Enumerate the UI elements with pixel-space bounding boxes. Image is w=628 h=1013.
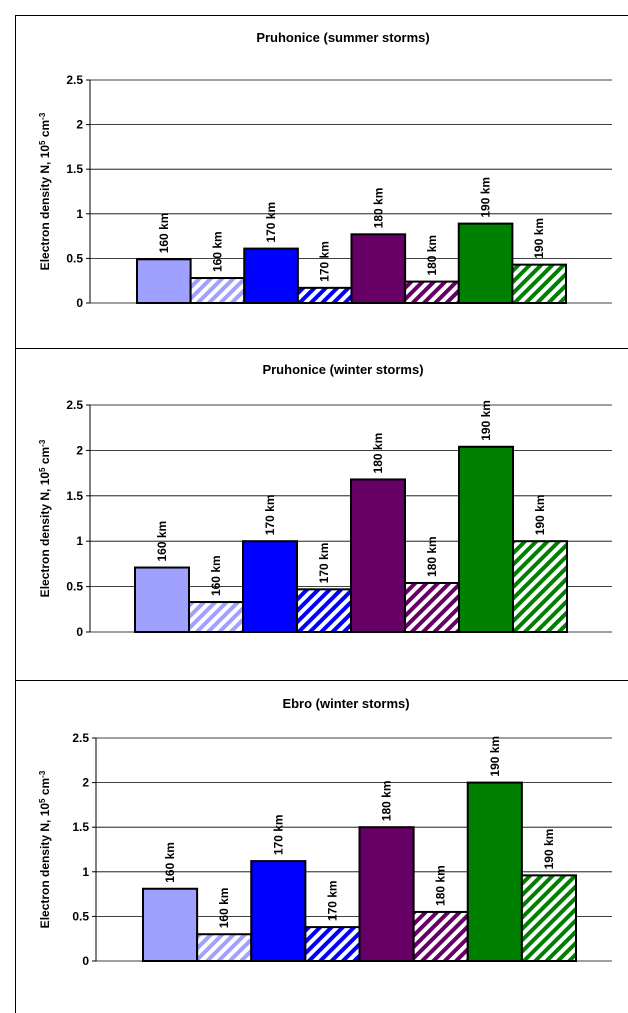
- bar-label: 180 km: [371, 188, 385, 229]
- y-axis-label-part: cm: [38, 778, 52, 799]
- chart-title: Ebro (winter storms): [282, 696, 409, 711]
- y-axis-label: Electron density N, 105 cm-3: [38, 112, 53, 270]
- bar: [304, 926, 361, 963]
- y-tick-label: 0: [82, 954, 89, 968]
- y-tick-label: 2.5: [72, 731, 89, 745]
- bar-label: 170 km: [263, 494, 277, 535]
- bar-label: 190 km: [488, 736, 502, 777]
- y-tick-label: 1.5: [72, 820, 89, 834]
- bar: [296, 286, 353, 304]
- y-tick-label: 2.5: [66, 398, 83, 412]
- bar: [242, 540, 298, 634]
- y-tick-label: 1: [76, 534, 83, 548]
- bar: [134, 566, 190, 633]
- y-axis-label: Electron density N, 105 cm-3: [38, 770, 53, 928]
- y-tick-label: 2: [82, 776, 89, 790]
- bar: [466, 781, 523, 962]
- y-axis-label-part: cm: [38, 447, 52, 468]
- y-axis-label-part: 5: [38, 140, 47, 145]
- bar: [296, 588, 352, 633]
- bar: [250, 860, 307, 963]
- bar-label: 180 km: [425, 536, 439, 577]
- y-tick-label: 2: [76, 118, 83, 132]
- bar-label: 180 km: [425, 235, 439, 276]
- bar: [457, 222, 514, 304]
- bar-label: 170 km: [318, 241, 332, 282]
- bar-label: 160 km: [155, 521, 169, 562]
- y-tick-label: 0: [76, 625, 83, 639]
- y-axis-label-part: -3: [38, 112, 47, 120]
- y-tick-label: 0.5: [72, 909, 89, 923]
- bar: [458, 445, 514, 633]
- y-axis-label: Electron density N, 105 cm-3: [38, 439, 53, 597]
- y-tick-label: 0: [76, 296, 83, 310]
- y-axis-label-part: cm: [38, 120, 52, 141]
- bar: [142, 887, 199, 962]
- y-axis-label-part: Electron density N, 10: [38, 803, 52, 929]
- bar-label: 190 km: [479, 177, 493, 218]
- y-axis-label-part: -3: [38, 770, 47, 778]
- y-tick-label: 1.5: [66, 489, 83, 503]
- bar: [189, 277, 246, 304]
- y-tick-label: 1: [82, 865, 89, 879]
- bar: [188, 601, 244, 634]
- bar-label: 170 km: [325, 880, 339, 921]
- y-tick-label: 2: [76, 443, 83, 457]
- chart-title: Pruhonice (winter storms): [262, 362, 423, 377]
- bar-label: 160 km: [209, 555, 223, 596]
- bar: [404, 581, 460, 634]
- bar: [350, 478, 406, 633]
- y-tick-label: 1.5: [66, 162, 83, 176]
- bar-label: 180 km: [371, 433, 385, 474]
- bar: [404, 280, 460, 305]
- bar: [243, 247, 299, 304]
- bar-label: 160 km: [163, 842, 177, 883]
- bar: [512, 540, 568, 634]
- bar-label: 180 km: [434, 865, 448, 906]
- y-tick-label: 2.5: [66, 73, 83, 87]
- panel: [15, 680, 628, 1013]
- bar-label: 190 km: [479, 400, 493, 441]
- y-tick-label: 1: [76, 207, 83, 221]
- bar: [196, 933, 253, 962]
- bar-label: 190 km: [542, 829, 556, 870]
- bar: [136, 258, 192, 304]
- y-axis-label-part: -3: [38, 439, 47, 447]
- bar: [412, 910, 469, 963]
- bar-label: 160 km: [157, 213, 171, 254]
- y-axis-label-part: Electron density N, 10: [38, 472, 52, 598]
- y-tick-label: 0.5: [66, 580, 83, 594]
- bar-label: 190 km: [533, 494, 547, 535]
- bar-label: 170 km: [271, 814, 285, 855]
- bar-label: 170 km: [264, 202, 278, 243]
- bar: [350, 233, 407, 304]
- bar: [358, 826, 415, 963]
- y-axis-label-part: 5: [38, 798, 47, 803]
- bar: [511, 263, 567, 305]
- bar-label: 160 km: [217, 888, 231, 929]
- bar-label: 170 km: [317, 543, 331, 584]
- bar: [520, 874, 577, 962]
- y-tick-label: 0.5: [66, 251, 83, 265]
- y-axis-label-part: 5: [38, 467, 47, 472]
- bar-label: 190 km: [532, 218, 546, 259]
- chart-title: Pruhonice (summer storms): [256, 30, 429, 45]
- y-axis-label-part: Electron density N, 10: [38, 145, 52, 271]
- bar-label: 180 km: [380, 780, 394, 821]
- bar-label: 160 km: [210, 231, 224, 272]
